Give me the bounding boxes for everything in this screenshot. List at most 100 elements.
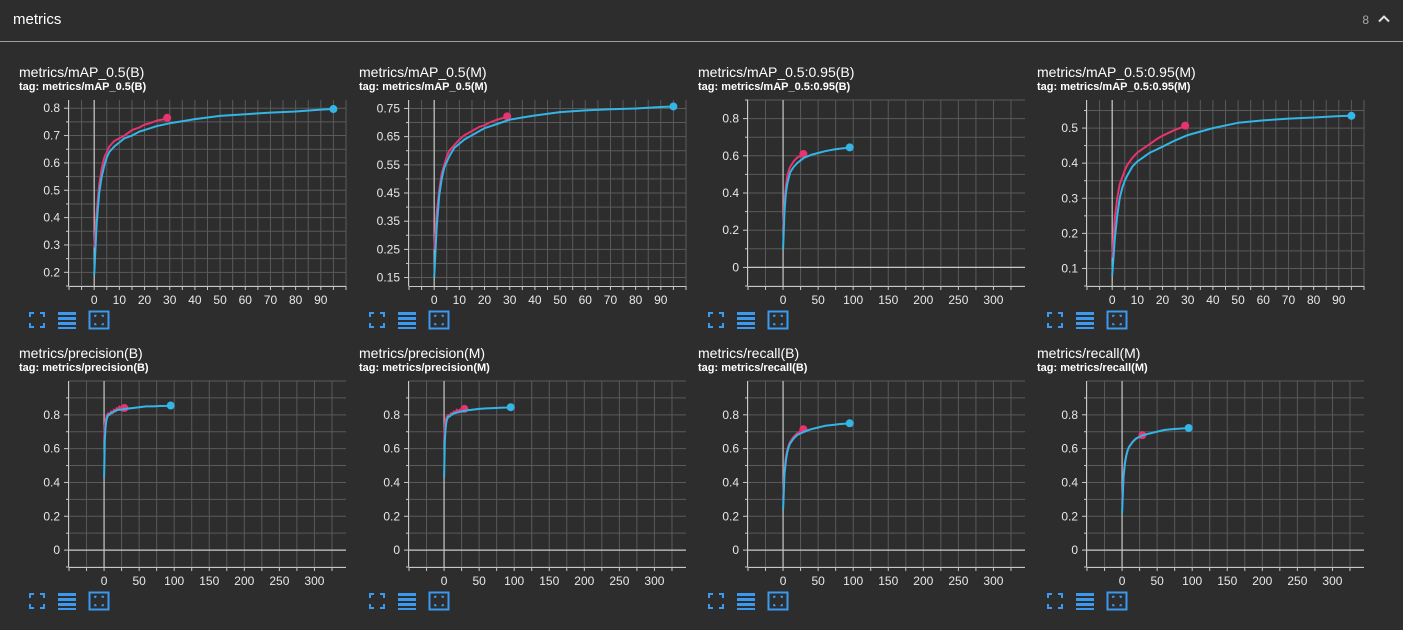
x-tick-label: 100 [1182,574,1202,588]
chevron-up-icon[interactable] [1375,10,1393,28]
series-line-run-2[interactable] [782,422,850,510]
x-tick-label: 10 [113,293,127,307]
series-end-point[interactable] [1184,424,1193,433]
fit-domain-button[interactable] [87,308,111,332]
y-tick-label: 0.8 [43,101,60,115]
y-tick-label: 0.3 [43,238,60,252]
series-line-run-2[interactable] [433,105,674,278]
series-line-run-2[interactable] [93,108,334,276]
data-table-button[interactable] [395,308,419,332]
fit-domain-button[interactable] [1105,308,1129,332]
chart-tag: tag: metrics/recall(M) [1037,362,1148,374]
section-header[interactable]: metrics 8 [0,0,1403,42]
fit-domain-button[interactable] [427,308,451,332]
series-end-point[interactable] [329,105,338,114]
x-tick-label: 60 [1257,293,1271,307]
data-table-button[interactable] [395,589,419,613]
series-line-run-1[interactable] [93,116,168,248]
y-tick-label: 0.7 [43,129,60,143]
x-tick-label: 200 [1252,574,1272,588]
line-chart[interactable]: 0 10 20 30 40 50 60 70 80 90 0.1 0.2 0.3 0.4 0.5 [1037,92,1372,318]
data-table-button[interactable] [734,589,758,613]
series-end-point[interactable] [1181,121,1190,130]
fullscreen-button[interactable] [1043,589,1067,613]
data-table-button[interactable] [734,308,758,332]
line-chart[interactable]: 0 50 100 150 200 250 300 0 0.2 0.4 0.6 0.8 [698,92,1033,318]
y-tick-label: 0.4 [1061,475,1078,489]
series-end-point[interactable] [845,143,854,152]
series-end-point[interactable] [799,149,808,158]
series-end-point[interactable] [503,112,512,121]
x-tick-label: 0 [780,293,787,307]
line-chart[interactable]: 0 10 20 30 40 50 60 70 80 90 0.2 0.3 0.4 0.5 0.6 0.7 0.8 [19,92,354,318]
chart-tag: tag: metrics/precision(B) [19,362,149,374]
chart-card: metrics/precision(M) tag: metrics/precis… [359,345,694,623]
chart-title: metrics/mAP_0.5:0.95(M) [1037,64,1196,80]
list-icon [395,308,419,332]
data-table-button[interactable] [55,308,79,332]
x-tick-label: 80 [289,293,303,307]
fit-domain-button[interactable] [1105,589,1129,613]
series-line-run-2[interactable] [1111,114,1352,276]
chart-card: metrics/precision(B) tag: metrics/precis… [19,345,354,623]
series-line-run-2[interactable] [103,404,171,478]
x-tick-label: 250 [269,574,289,588]
x-tick-label: 50 [1231,293,1245,307]
card-count: 8 [1362,13,1369,27]
fullscreen-button[interactable] [25,589,49,613]
fullscreen-button[interactable] [365,308,389,332]
series-end-point[interactable] [163,113,172,122]
line-chart[interactable]: 0 50 100 150 200 250 300 0 0.2 0.4 0.6 0.8 [19,373,354,599]
y-tick-label: 0.2 [1061,509,1078,523]
line-chart[interactable]: 0 50 100 150 200 250 300 0 0.2 0.4 0.6 0.8 [1037,373,1372,599]
y-tick-label: 0.2 [383,509,400,523]
chart-card: metrics/mAP_0.5:0.95(B) tag: metrics/mAP… [698,64,1033,342]
x-tick-label: 70 [264,293,278,307]
y-tick-label: 0.15 [377,271,401,285]
line-chart[interactable]: 0 10 20 30 40 50 60 70 80 90 0.15 0.25 0.35 0.45 0.55 0… [359,92,694,318]
fullscreen-button[interactable] [1043,308,1067,332]
x-tick-label: 0 [1119,574,1126,588]
x-tick-label: 0 [431,293,438,307]
fullscreen-icon [1043,308,1067,332]
series-line-run-1[interactable] [1111,124,1186,258]
y-tick-label: 0.8 [1061,408,1078,422]
x-tick-label: 300 [983,293,1003,307]
line-chart[interactable]: 0 50 100 150 200 250 300 0 0.2 0.4 0.6 0.8 [698,373,1033,599]
fullscreen-button[interactable] [25,308,49,332]
series-end-point[interactable] [669,102,678,111]
fit-domain-button[interactable] [766,308,790,332]
fit-domain-button[interactable] [87,589,111,613]
data-table-button[interactable] [1073,589,1097,613]
x-tick-label: 50 [472,574,486,588]
series-end-point[interactable] [845,419,854,428]
x-tick-label: 30 [503,293,517,307]
series-end-point[interactable] [1347,111,1356,120]
line-chart[interactable]: 0 50 100 150 200 250 300 0 0.2 0.4 0.6 0.8 [359,373,694,599]
fit-domain-button[interactable] [427,589,451,613]
series-line-run-2[interactable] [782,146,850,249]
series-end-point[interactable] [166,401,175,410]
fullscreen-icon [704,308,728,332]
x-tick-label: 60 [579,293,593,307]
fullscreen-button[interactable] [365,589,389,613]
series-end-point[interactable] [506,403,515,412]
x-tick-label: 100 [843,293,863,307]
y-tick-label: 0.6 [43,156,60,170]
fit-domain-button[interactable] [766,589,790,613]
list-icon [55,589,79,613]
y-tick-label: 0.6 [1061,442,1078,456]
chart-card: metrics/recall(B) tag: metrics/recall(B)… [698,345,1033,623]
fullscreen-button[interactable] [704,308,728,332]
x-tick-label: 20 [138,293,152,307]
x-tick-label: 30 [1181,293,1195,307]
fit-domain-icon [1105,308,1129,332]
chart-tag: tag: metrics/mAP_0.5:0.95(B) [698,81,851,93]
series-line-run-2[interactable] [443,406,511,478]
fullscreen-button[interactable] [704,589,728,613]
data-table-button[interactable] [1073,308,1097,332]
y-tick-label: 0.4 [43,475,60,489]
data-table-button[interactable] [55,589,79,613]
y-tick-label: 0.6 [43,442,60,456]
series-line-run-2[interactable] [1121,427,1189,513]
